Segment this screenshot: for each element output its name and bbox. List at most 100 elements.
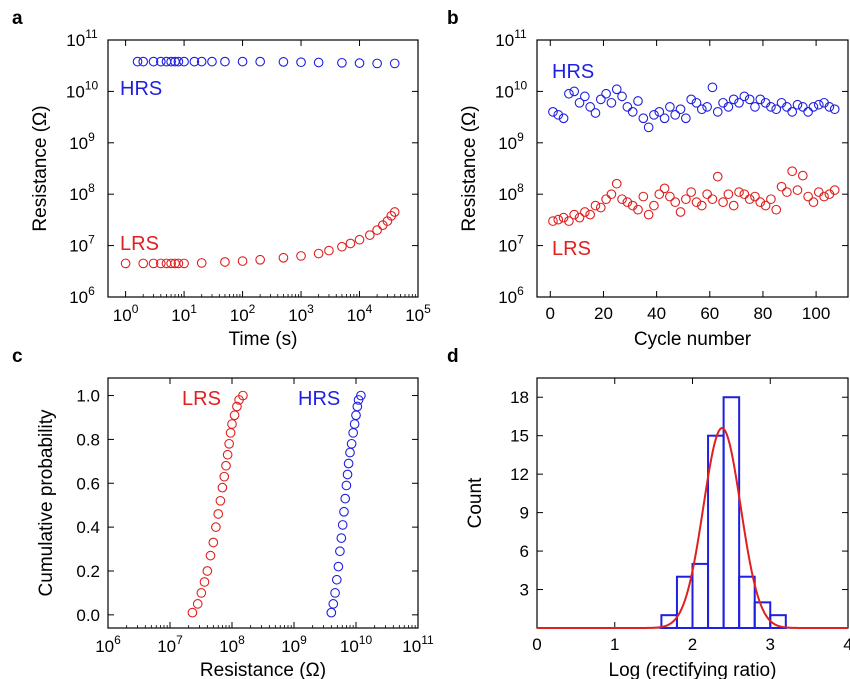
data-point-lrs bbox=[224, 438, 235, 449]
data-point-lrs bbox=[296, 251, 306, 261]
y-tick-label: 1010 bbox=[66, 78, 99, 101]
data-point-lrs bbox=[238, 390, 248, 401]
annotation-lrs: LRS bbox=[552, 238, 591, 260]
y-tick-label: 6 bbox=[520, 542, 529, 561]
data-point-lrs bbox=[213, 509, 224, 519]
x-axis-label: Resistance (Ω) bbox=[200, 660, 326, 679]
data-point-hrs bbox=[196, 56, 207, 67]
x-tick-label: 3 bbox=[766, 635, 775, 654]
data-point-hrs bbox=[622, 102, 633, 112]
data-point-lrs bbox=[196, 588, 207, 598]
data-point-lrs bbox=[217, 482, 228, 493]
data-point-hrs bbox=[590, 108, 601, 118]
data-point-hrs bbox=[808, 102, 819, 112]
data-point-hrs bbox=[633, 96, 643, 106]
x-tick-label: 105 bbox=[405, 302, 431, 325]
data-point-hrs bbox=[335, 546, 345, 557]
x-tick-label: 103 bbox=[288, 302, 314, 325]
data-point-lrs bbox=[718, 197, 728, 208]
y-axis-label: Count bbox=[465, 477, 486, 528]
x-tick-label: 2 bbox=[688, 635, 697, 654]
data-point-lrs bbox=[211, 522, 221, 532]
gaussian-fit-curve bbox=[537, 426, 848, 629]
data-point-hrs bbox=[354, 58, 365, 68]
data-point-hrs bbox=[627, 107, 638, 117]
x-tick-label: 1010 bbox=[340, 633, 373, 656]
panel-label-d: d bbox=[447, 346, 459, 367]
data-point-hrs bbox=[220, 56, 230, 67]
data-point-hrs bbox=[601, 88, 611, 99]
data-point-lrs bbox=[766, 194, 776, 205]
data-point-hrs bbox=[696, 104, 707, 115]
data-point-hrs bbox=[792, 99, 803, 110]
data-point-hrs bbox=[728, 94, 739, 105]
data-point-lrs bbox=[179, 258, 189, 269]
data-point-hrs bbox=[296, 57, 306, 68]
data-point-lrs bbox=[792, 185, 803, 195]
data-point-lrs bbox=[712, 171, 723, 182]
data-point-lrs bbox=[723, 189, 734, 200]
data-point-hrs bbox=[132, 56, 143, 67]
y-tick-label: 12 bbox=[510, 465, 529, 484]
data-point-hrs bbox=[342, 469, 353, 480]
data-point-lrs bbox=[202, 566, 213, 576]
x-tick-label: 101 bbox=[171, 302, 197, 325]
data-point-lrs bbox=[337, 241, 347, 252]
data-point-hrs bbox=[643, 122, 654, 133]
y-tick-label: 1.0 bbox=[76, 387, 100, 406]
y-tick-label: 106 bbox=[498, 284, 524, 307]
data-point-hrs bbox=[803, 107, 813, 117]
data-point-hrs bbox=[548, 107, 558, 117]
y-tick-label: 15 bbox=[510, 427, 529, 446]
data-point-lrs bbox=[750, 191, 760, 202]
data-point-lrs bbox=[205, 550, 216, 561]
data-point-hrs bbox=[755, 94, 766, 105]
data-point-hrs bbox=[343, 458, 354, 469]
data-point-lrs bbox=[734, 187, 744, 197]
data-point-lrs bbox=[691, 197, 702, 208]
data-point-lrs bbox=[638, 191, 649, 202]
data-point-lrs bbox=[196, 258, 207, 268]
data-point-hrs bbox=[331, 574, 342, 585]
data-point-hrs bbox=[574, 97, 585, 108]
panel-label-c: c bbox=[12, 346, 23, 367]
data-point-hrs bbox=[179, 56, 189, 67]
data-point-lrs bbox=[278, 252, 289, 263]
data-point-hrs bbox=[766, 102, 776, 112]
x-tick-label: 4 bbox=[843, 635, 850, 654]
data-point-hrs bbox=[611, 84, 622, 95]
data-point-hrs bbox=[328, 599, 339, 609]
data-point-hrs bbox=[744, 94, 755, 105]
data-point-hrs bbox=[336, 533, 347, 543]
data-point-lrs bbox=[707, 194, 718, 205]
panel-c-chart: 106 107 108 109 1010 1011 0.0 0.2 0.4 0.6 0.8 1.0 Re… bbox=[36, 377, 434, 679]
x-axis-label: Time (s) bbox=[229, 329, 298, 350]
data-point-lrs bbox=[776, 181, 787, 192]
panel-a-chart: 100 101 102 103 104 105 106 107 108 109 1010 1011 Ti… bbox=[30, 27, 431, 350]
data-point-lrs bbox=[739, 189, 750, 200]
y-axis-label: Resistance (Ω) bbox=[30, 105, 51, 231]
data-point-hrs bbox=[372, 58, 382, 69]
x-tick-label: 0 bbox=[546, 304, 555, 323]
x-tick-label: 107 bbox=[157, 633, 183, 656]
data-point-lrs bbox=[702, 189, 712, 200]
histogram-bar bbox=[691, 562, 710, 630]
data-point-lrs bbox=[760, 200, 771, 211]
data-point-lrs bbox=[622, 197, 633, 208]
data-point-hrs bbox=[585, 102, 596, 112]
data-point-hrs bbox=[207, 56, 217, 67]
data-point-lrs bbox=[255, 254, 266, 265]
data-point-lrs bbox=[372, 225, 382, 235]
data-point-lrs bbox=[120, 258, 131, 269]
data-point-lrs bbox=[199, 577, 210, 587]
data-point-hrs bbox=[356, 390, 366, 401]
data-point-hrs bbox=[138, 56, 149, 67]
data-point-hrs bbox=[787, 107, 798, 117]
y-tick-label: 0.8 bbox=[76, 430, 100, 449]
data-point-lrs bbox=[558, 212, 569, 223]
data-point-lrs bbox=[659, 183, 670, 194]
data-point-hrs bbox=[155, 56, 166, 67]
x-tick-label: 108 bbox=[219, 633, 245, 656]
data-point-hrs bbox=[255, 56, 266, 67]
x-tick-label: 1011 bbox=[402, 633, 434, 656]
